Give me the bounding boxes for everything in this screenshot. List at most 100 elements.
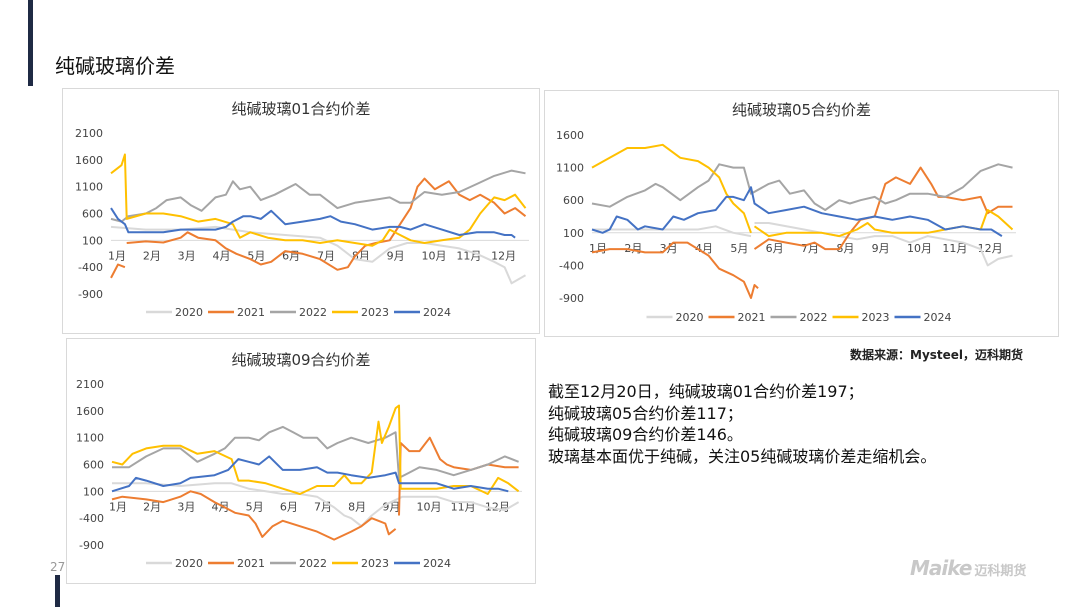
x-tick-label: 7月 [314, 500, 332, 513]
legend-label: 2020 [676, 311, 704, 324]
series-line-2024 [111, 455, 509, 493]
y-tick-label: 1100 [76, 432, 104, 445]
commentary-line: 纯碱玻璃09合约价差146。 [548, 425, 743, 444]
series-line-2021 [110, 263, 126, 279]
series-line-2022 [112, 425, 519, 479]
company-logo: Maike 迈科期货 [910, 556, 1026, 580]
x-tick-label: 2月 [143, 500, 161, 513]
commentary: 截至12月20日，纯碱玻璃01合约价差197； 纯碱玻璃05合约价差117； 纯… [548, 381, 936, 467]
legend-label: 2023 [361, 306, 389, 319]
x-tick-label: 5月 [246, 500, 264, 513]
x-tick-label: 6月 [766, 242, 784, 255]
series-line-2021 [111, 490, 397, 541]
x-tick-label: 1月 [589, 242, 607, 255]
chart-title: 纯碱玻璃01合约价差 [231, 100, 370, 118]
logo-text-en: Maike [910, 556, 972, 580]
x-tick-label: 3月 [178, 249, 196, 262]
y-tick-label: -400 [78, 261, 103, 274]
y-tick-label: 100 [82, 234, 103, 247]
y-tick-label: -900 [78, 288, 103, 301]
legend-label: 2022 [299, 306, 327, 319]
y-tick-label: 600 [82, 208, 103, 221]
y-tick-label: 2100 [76, 378, 104, 391]
series-line-2024 [110, 207, 516, 239]
chart-01-spread: 纯碱玻璃01合约价差 2100 1600 1100 600 100 -400 -900 1月 2月… [62, 88, 540, 334]
y-tick-label: 100 [83, 485, 104, 498]
series-line-2020 [112, 482, 520, 528]
legend-label: 2022 [299, 557, 327, 570]
x-tick-label: 6月 [280, 500, 298, 513]
x-tick-label: 10月 [907, 242, 932, 255]
x-tick-label: 10月 [422, 249, 447, 262]
legend-label: 2021 [237, 306, 265, 319]
series-line-2021 [126, 177, 527, 271]
series-line-2022 [110, 169, 526, 223]
x-tick-label: 1月 [109, 500, 127, 513]
legend-label: 2024 [423, 306, 451, 319]
legend-label: 2020 [175, 306, 203, 319]
x-tick-label: 11月 [451, 500, 476, 513]
legend-label: 2022 [800, 311, 828, 324]
chart-title: 纯碱玻璃05合约价差 [732, 101, 871, 119]
series-line-2021 [398, 436, 519, 516]
y-tick-label: -900 [559, 292, 584, 305]
accent-bar-bottom [55, 575, 60, 607]
x-tick-label: 9月 [387, 249, 405, 262]
series-line-2023 [110, 153, 527, 247]
series-line-2020 [754, 222, 1013, 267]
y-tick-label: 1100 [556, 162, 584, 175]
x-tick-label: 4月 [695, 242, 713, 255]
legend-label: 2023 [862, 311, 890, 324]
x-tick-label: 10月 [417, 500, 442, 513]
commentary-line: 纯碱玻璃05合约价差117； [548, 403, 743, 423]
y-tick-label: 1600 [76, 405, 104, 418]
x-tick-label: 3月 [177, 500, 195, 513]
chart-05-spread: 纯碱玻璃05合约价差 1600 1100 600 100 -400 -900 1月 2月 3月 4月… [544, 90, 1059, 337]
series-line-2020 [592, 225, 752, 238]
series-line-2021 [591, 241, 759, 299]
x-tick-label: 9月 [872, 242, 890, 255]
slide-title: 纯碱玻璃价差 [55, 54, 175, 78]
x-tick-label: 2月 [143, 249, 161, 262]
x-tick-label: 1月 [108, 249, 126, 262]
y-tick-label: -400 [79, 512, 104, 525]
y-tick-label: 1100 [75, 181, 103, 194]
y-tick-label: 600 [563, 194, 584, 207]
y-tick-label: 100 [563, 227, 584, 240]
x-tick-label: 5月 [730, 242, 748, 255]
series-line-2024 [591, 186, 1003, 237]
commentary-line: 玻璃基本面优于纯碱，关注05纯碱玻璃价差走缩机会。 [548, 446, 937, 466]
accent-bar-top [28, 0, 33, 86]
logo-text-cn: 迈科期货 [974, 564, 1027, 579]
legend-label: 2024 [924, 311, 952, 324]
series-line-2021 [753, 166, 1013, 251]
page-number: 27 [50, 560, 66, 574]
x-tick-label: 7月 [317, 249, 335, 262]
series-line-2023 [111, 404, 520, 495]
x-tick-label: 12月 [491, 249, 516, 262]
legend-label: 2021 [237, 557, 265, 570]
legend-label: 2021 [738, 311, 766, 324]
x-tick-label: 12月 [978, 242, 1003, 255]
series-line-2022 [591, 163, 1013, 211]
legend-label: 2023 [361, 557, 389, 570]
legend-label: 2020 [175, 557, 203, 570]
x-tick-label: 11月 [942, 242, 967, 255]
y-tick-label: -900 [79, 539, 104, 552]
legend-label: 2024 [423, 557, 451, 570]
y-tick-label: 2100 [75, 127, 103, 140]
y-tick-label: 600 [83, 459, 104, 472]
chart-title: 纯碱玻璃09合约价差 [231, 351, 370, 369]
chart-svg: 纯碱玻璃09合约价差 2100 1600 1100 600 100 -400 -900 1月 2月… [76, 351, 522, 570]
x-tick-label: 5月 [247, 249, 265, 262]
y-tick-label: 1600 [75, 154, 103, 167]
y-tick-label: -400 [559, 259, 584, 272]
chart-09-spread: 纯碱玻璃09合约价差 2100 1600 1100 600 100 -400 -900 1月 2月… [66, 338, 536, 584]
commentary-line: 截至12月20日，纯碱玻璃01合约价差197； [548, 382, 864, 401]
series-line-2023 [591, 143, 752, 234]
series-line-2023 [753, 209, 1014, 238]
x-tick-label: 8月 [348, 500, 366, 513]
x-tick-label: 4月 [213, 249, 231, 262]
